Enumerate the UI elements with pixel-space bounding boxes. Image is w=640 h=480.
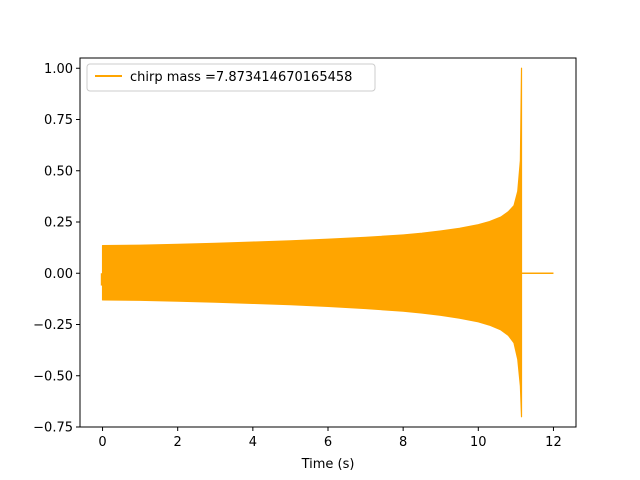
legend: chirp mass =7.873414670165458 [86, 63, 376, 92]
x-tick-label: 6 [324, 435, 332, 450]
x-axis: 0 2 4 6 8 10 12 [98, 427, 562, 450]
x-tick-label: 10 [470, 435, 487, 450]
series-layer [100, 67, 554, 418]
legend-label: chirp mass =7.873414670165458 [130, 70, 352, 85]
y-tick-label: 0.75 [44, 113, 73, 128]
chirp-waveform-band [101, 67, 523, 418]
y-tick-label: −0.50 [33, 369, 73, 384]
y-tick-label: 1.00 [44, 62, 73, 77]
x-tick-label: 0 [98, 435, 106, 450]
legend-box [86, 63, 376, 92]
x-tick-label: 2 [174, 435, 182, 450]
x-tick-label: 8 [399, 435, 407, 450]
y-tick-label: 0.25 [44, 216, 73, 231]
y-tick-label: 0.50 [44, 164, 73, 179]
y-tick-label: −0.25 [33, 318, 73, 333]
x-axis-label: Time (s) [301, 457, 355, 472]
y-tick-label: 0.00 [44, 267, 73, 282]
y-axis: −0.75 −0.50 −0.25 0.00 0.25 0.50 0.75 1.00 [33, 62, 80, 436]
x-tick-label: 12 [545, 435, 562, 450]
x-tick-label: 4 [249, 435, 257, 450]
y-tick-label: −0.75 [33, 421, 73, 436]
